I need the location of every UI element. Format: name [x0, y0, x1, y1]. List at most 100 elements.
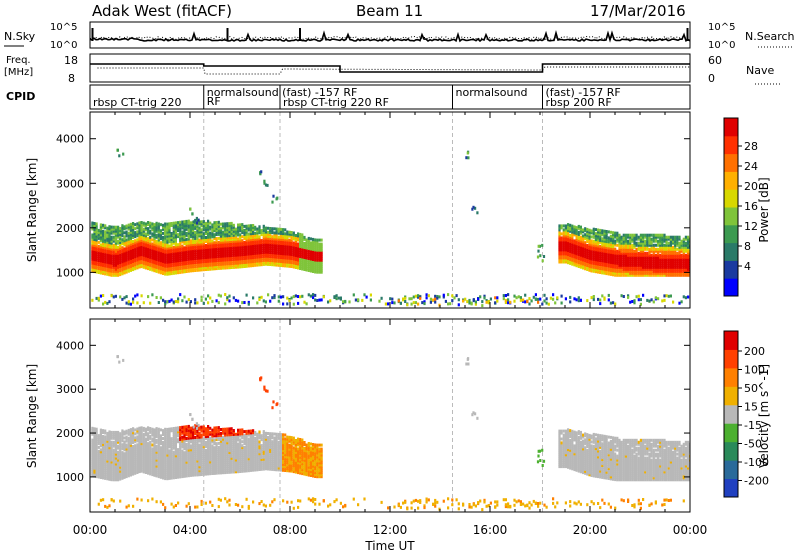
power-cell — [564, 232, 567, 236]
power-cell — [185, 264, 188, 267]
power-cell — [172, 251, 175, 255]
power-cell — [661, 273, 664, 277]
power-cell — [114, 231, 117, 235]
power-scatter-cell — [637, 294, 640, 298]
power-cell — [639, 239, 642, 243]
velocity-cell — [121, 462, 124, 466]
power-cell — [256, 243, 259, 247]
velocity-cell — [164, 447, 167, 451]
power-cell — [584, 241, 587, 245]
freq-tick-high: 18 — [64, 54, 78, 67]
power-cell — [571, 224, 574, 228]
power-cell — [590, 239, 593, 243]
power-cell — [99, 269, 102, 273]
power-cell — [676, 269, 679, 273]
power-cell — [140, 257, 143, 261]
power-cell — [112, 259, 115, 263]
power-cell — [159, 231, 162, 235]
power-cell — [284, 254, 287, 258]
power-cell — [624, 239, 627, 243]
power-scatter-cell — [168, 299, 171, 303]
power-cell — [168, 272, 171, 276]
velocity-cell — [136, 447, 139, 451]
power-cell — [635, 269, 638, 273]
power-cell — [140, 265, 143, 269]
power-cell — [309, 267, 312, 271]
power-cell — [234, 233, 237, 237]
power-cell — [674, 271, 677, 275]
velocity-cell — [99, 444, 102, 448]
power-cell — [151, 246, 154, 250]
power-cell — [202, 226, 205, 230]
power-cell — [159, 235, 162, 239]
power-scatter-cell — [369, 298, 372, 302]
power-cell — [249, 250, 252, 254]
power-cell — [125, 244, 128, 248]
velocity-cell — [99, 454, 102, 458]
velocity-cell — [149, 456, 152, 460]
velocity-cell — [119, 477, 122, 481]
velocity-cell — [134, 450, 137, 454]
power-cell — [129, 230, 132, 234]
power-cell — [112, 247, 115, 251]
power-scatter-cell — [474, 300, 477, 304]
velocity-cell — [104, 471, 107, 474]
power-cell — [657, 233, 660, 237]
power-cell — [269, 233, 272, 236]
power-cell — [663, 239, 666, 243]
power-cell — [207, 247, 210, 251]
power-cell — [97, 259, 100, 262]
power-cell — [284, 260, 287, 264]
velocity-cell — [149, 466, 152, 470]
velocity-cell — [170, 474, 173, 478]
velocity-cell — [172, 462, 175, 466]
power-cell — [646, 269, 649, 273]
power-cell — [286, 238, 289, 242]
power-cell — [663, 267, 666, 271]
power-cell — [106, 246, 109, 250]
power-cell — [239, 257, 242, 261]
velocity-cell — [136, 437, 139, 441]
power-cell — [149, 247, 152, 251]
velocity-cell — [164, 439, 167, 443]
power-cell — [684, 255, 687, 259]
velocity-cell — [125, 437, 128, 441]
power-scatter-cell — [524, 293, 527, 297]
power-cell — [138, 233, 141, 237]
power-scatter-cell — [438, 295, 441, 299]
velocity-scatter-cell — [127, 504, 130, 508]
velocity-cell — [104, 447, 107, 451]
power-cell — [157, 228, 160, 232]
power-cell — [650, 253, 653, 257]
velocity-cell — [134, 444, 137, 448]
velocity-cell — [110, 440, 113, 444]
power-cell — [601, 267, 604, 271]
power-cell — [569, 233, 572, 237]
power-scatter-cell — [277, 295, 280, 299]
power-cell — [204, 266, 207, 269]
power-cell — [284, 256, 287, 260]
power-cell — [230, 234, 233, 237]
velocity-cell — [93, 472, 96, 476]
power-cell — [134, 231, 137, 235]
power-cell — [110, 247, 113, 251]
power-cell — [147, 239, 150, 243]
power-cell — [95, 252, 98, 256]
colorbar-tick-label: 8 — [744, 240, 751, 253]
power-cell — [605, 242, 608, 246]
power-cell — [258, 259, 261, 263]
power-cell — [217, 254, 220, 258]
power-cell — [292, 231, 295, 235]
power-cell — [303, 252, 306, 255]
velocity-cell — [112, 476, 115, 480]
power-cell — [314, 266, 317, 270]
power-cell — [97, 232, 100, 236]
power-cell — [612, 273, 615, 277]
power-cell — [279, 262, 282, 265]
power-cell — [639, 245, 642, 249]
power-cell — [226, 266, 229, 270]
power-cell — [112, 239, 115, 243]
power-cell — [635, 273, 638, 277]
power-cell — [219, 260, 222, 264]
velocity-cell — [104, 472, 107, 476]
